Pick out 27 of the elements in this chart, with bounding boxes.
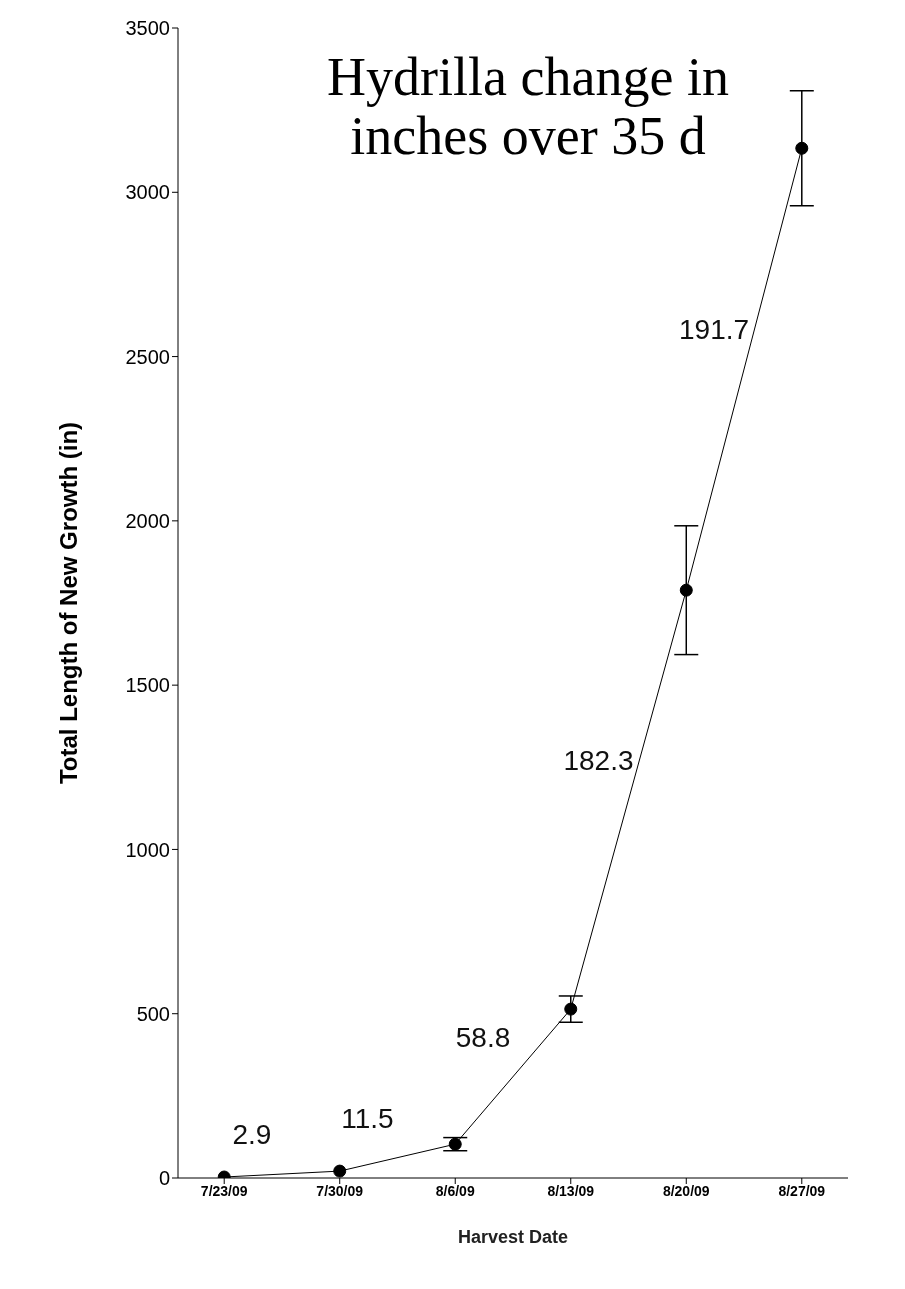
point (564, 1002, 578, 1016)
y-tick-label: 1500 (125, 674, 170, 697)
x-axis-title: Harvest Date (457, 1227, 569, 1247)
x-tick-label: 8/27/09 (778, 1182, 826, 1199)
y-tick-label: 0 (158, 1167, 170, 1190)
x-tick-label: 7/23/09 (200, 1182, 248, 1199)
point (679, 583, 693, 597)
annotation: 182.3 (563, 744, 634, 776)
y-tick-label: 3000 (125, 181, 170, 204)
x-tick-label: 8/20/09 (662, 1182, 710, 1199)
x-tick-label: 7/30/09 (316, 1182, 364, 1199)
annotation: 11.5 (341, 1102, 394, 1134)
x-tick-label: 8/13/09 (547, 1182, 595, 1199)
y-tick-label: 1000 (125, 838, 170, 861)
annotation: 58.8 (455, 1021, 511, 1053)
y-tick-label: 500 (136, 1002, 170, 1025)
y-tick-label: 2000 (125, 509, 170, 532)
x-tick-label: 8/6/09 (435, 1182, 475, 1199)
y-tick-label: 2500 (125, 345, 170, 368)
point (448, 1137, 462, 1151)
annotation: 2.9 (232, 1119, 272, 1151)
y-axis-title: Total Length of New Growth (in) (54, 421, 82, 785)
text: Hydrilla change in inches over 35 d (326, 47, 730, 167)
point (333, 1164, 347, 1178)
point (795, 141, 809, 155)
y-tick-label: 3500 (125, 17, 170, 40)
annotation: 191.7 (679, 314, 750, 346)
